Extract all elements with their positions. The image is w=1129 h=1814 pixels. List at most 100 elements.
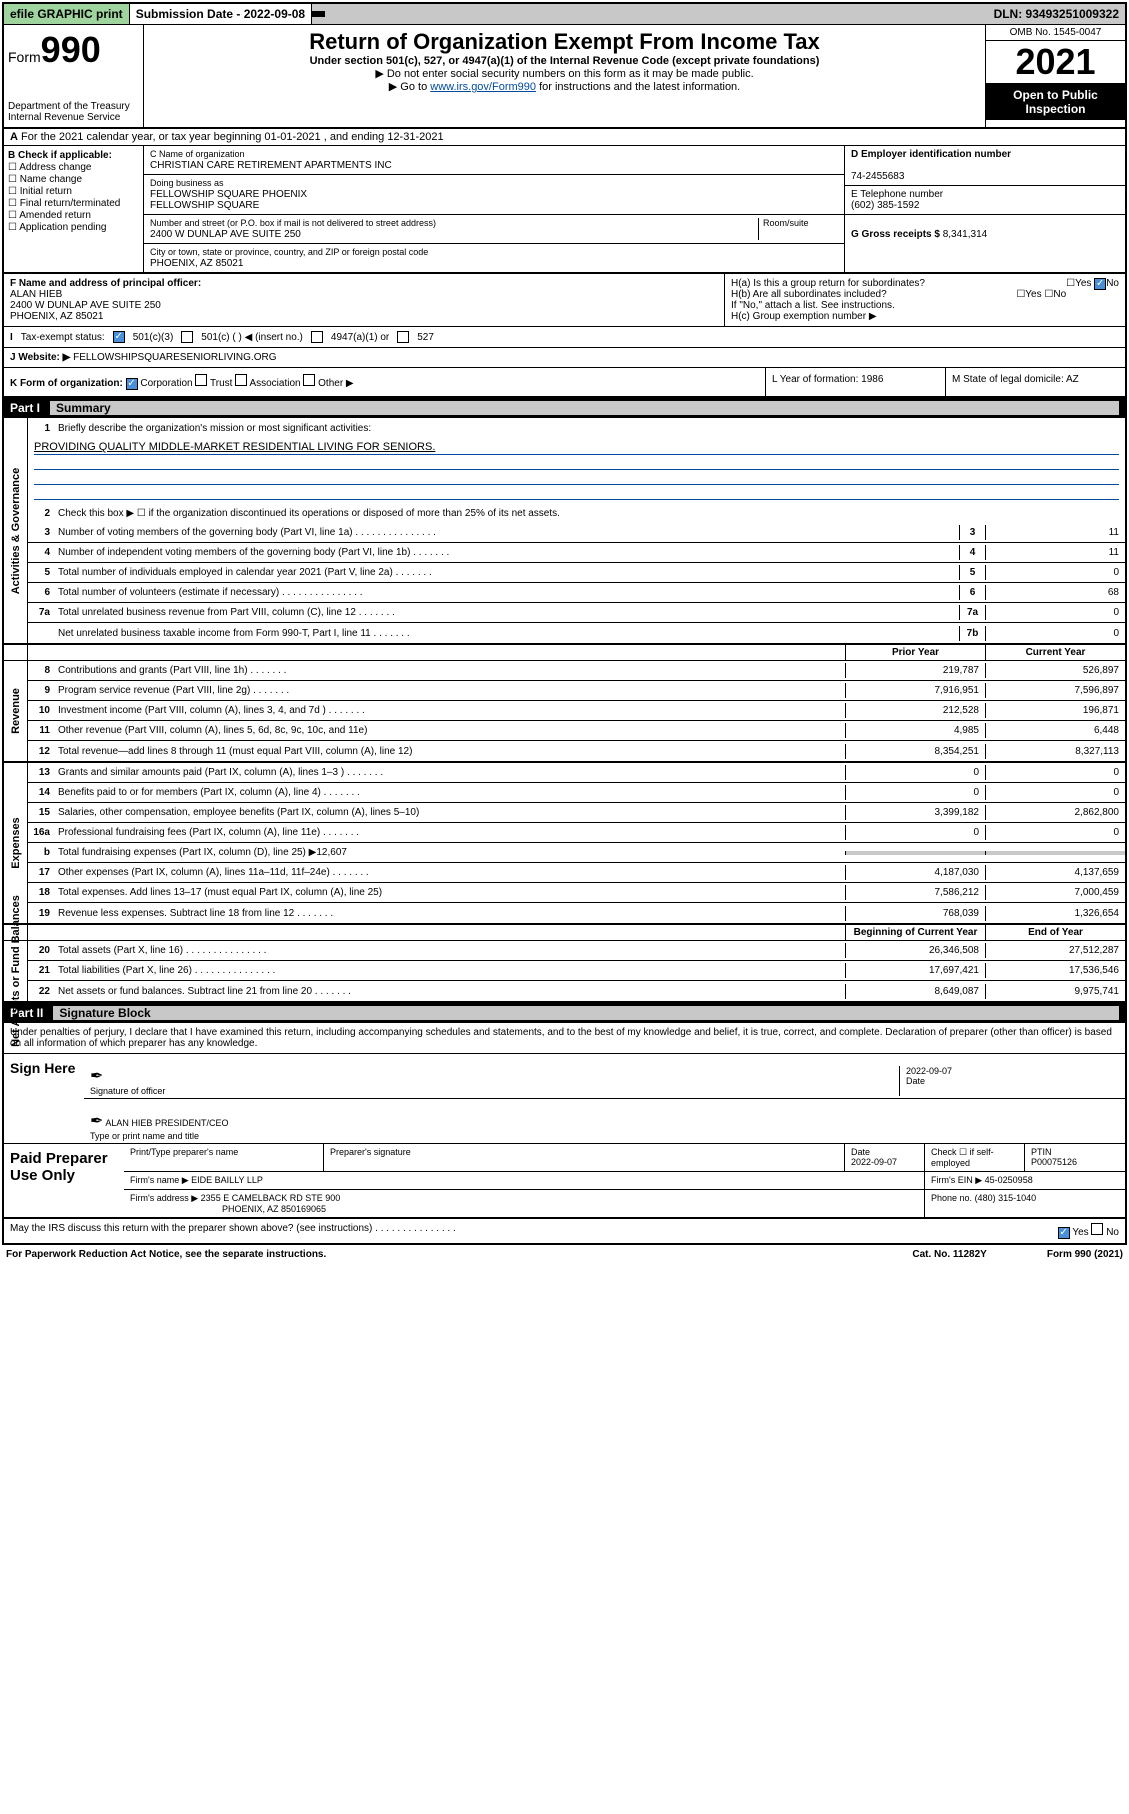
c10: 196,871 <box>985 703 1125 718</box>
website-lbl: J Website: ▶ <box>10 352 70 363</box>
prep-left: Paid Preparer Use Only <box>4 1144 124 1217</box>
bottom-line: For Paperwork Reduction Act Notice, see … <box>0 1247 1129 1262</box>
officer-lbl: F Name and address of principal officer: <box>10 278 201 289</box>
ts-o0: 501(c)(3) <box>133 332 174 343</box>
l16b: Total fundraising expenses (Part IX, col… <box>54 845 845 860</box>
discuss-yes[interactable]: ✓ <box>1058 1227 1070 1239</box>
l8: Contributions and grants (Part VIII, lin… <box>54 663 845 678</box>
l21: Total liabilities (Part X, line 26) <box>54 963 845 978</box>
ts-4947[interactable] <box>311 331 323 343</box>
p16a: 0 <box>845 825 985 840</box>
ph3: Date <box>851 1147 870 1157</box>
phone-lbl: Phone no. <box>931 1193 972 1203</box>
header-right: OMB No. 1545-0047 2021 Open to Public In… <box>985 25 1125 127</box>
city: PHOENIX, AZ 85021 <box>150 258 243 269</box>
sig-date: 2022-09-07 <box>906 1066 952 1076</box>
discuss-no[interactable] <box>1091 1223 1103 1235</box>
revenue-label: Revenue <box>4 661 28 761</box>
c17: 4,137,659 <box>985 865 1125 880</box>
omb: OMB No. 1545-0047 <box>986 25 1125 41</box>
faddr-lbl: Firm's address ▶ <box>130 1193 198 1203</box>
rev-hdr: Prior Year Current Year <box>4 645 1125 661</box>
hb: H(b) Are all subordinates included? <box>731 289 887 300</box>
ts-527[interactable] <box>397 331 409 343</box>
sign-here: Sign Here <box>4 1054 84 1143</box>
part1-header: Part ISummary <box>4 398 1125 418</box>
revenue-section: Revenue 8Contributions and grants (Part … <box>4 661 1125 763</box>
v5: 0 <box>985 565 1125 580</box>
l17: Other expenses (Part IX, column (A), lin… <box>54 865 845 880</box>
ein-lbl: D Employer identification number <box>851 149 1011 160</box>
mission-lines: PROVIDING QUALITY MIDDLE-MARKET RESIDENT… <box>28 438 1125 503</box>
ts-501c3[interactable]: ✓ <box>113 331 125 343</box>
ph4: Check ☐ if self-employed <box>925 1144 1025 1171</box>
l15: Salaries, other compensation, employee b… <box>54 805 845 820</box>
v7a: 0 <box>985 605 1125 620</box>
c13: 0 <box>985 765 1125 780</box>
city-lbl: City or town, state or province, country… <box>150 247 428 257</box>
l22: Net assets or fund balances. Subtract li… <box>54 984 845 999</box>
current-hdr: Current Year <box>985 645 1125 660</box>
header-left: Form990 Department of the Treasury Inter… <box>4 25 144 127</box>
chk-amended[interactable]: ☐ Amended return <box>8 210 139 221</box>
l2: Check this box ▶ ☐ if the organization d… <box>54 506 1125 521</box>
l6: Total number of volunteers (estimate if … <box>54 585 959 600</box>
c12: 8,327,113 <box>985 744 1125 759</box>
c14: 0 <box>985 785 1125 800</box>
submission-date: Submission Date - 2022-09-08 <box>130 4 312 24</box>
row-a: A For the 2021 calendar year, or tax yea… <box>4 129 1125 146</box>
activities-section: Activities & Governance 1Briefly describ… <box>4 418 1125 645</box>
title: Return of Organization Exempt From Incom… <box>148 29 981 55</box>
c8: 526,897 <box>985 663 1125 678</box>
efile-button[interactable]: efile GRAPHIC print <box>4 4 130 24</box>
e21: 17,536,546 <box>985 963 1125 978</box>
chk-initial[interactable]: ☐ Initial return <box>8 186 139 197</box>
e22: 9,975,741 <box>985 984 1125 999</box>
v7b: 0 <box>985 626 1125 641</box>
instructions-link[interactable]: www.irs.gov/Form990 <box>430 81 536 93</box>
chk-address[interactable]: ☐ Address change <box>8 162 139 173</box>
ha: H(a) Is this a group return for subordin… <box>731 278 925 289</box>
tel: (602) 385-1592 <box>851 200 919 211</box>
p18: 7,586,212 <box>845 885 985 900</box>
ts-501c[interactable] <box>181 331 193 343</box>
row-j: J Website: ▶ FELLOWSHIPSQUARESENIORLIVIN… <box>4 348 1125 368</box>
l14: Benefits paid to or for members (Part IX… <box>54 785 845 800</box>
sig-name: ALAN HIEB PRESIDENT/CEO <box>105 1118 228 1128</box>
ph3v: 2022-09-07 <box>851 1157 897 1167</box>
chk-name[interactable]: ☐ Name change <box>8 174 139 185</box>
ein: 74-2455683 <box>851 171 904 182</box>
chk-pending[interactable]: ☐ Application pending <box>8 222 139 233</box>
c16a: 0 <box>985 825 1125 840</box>
c11: 6,448 <box>985 723 1125 738</box>
faddr: 2355 E CAMELBACK RD STE 900 <box>201 1193 341 1203</box>
chk-final[interactable]: ☐ Final return/terminated <box>8 198 139 209</box>
boc-hdr: Beginning of Current Year <box>845 925 985 940</box>
p15: 3,399,182 <box>845 805 985 820</box>
c18: 7,000,459 <box>985 885 1125 900</box>
sig-date-lbl: Date <box>906 1076 925 1086</box>
k-corp[interactable]: ✓ <box>126 378 138 390</box>
addr-lbl: Number and street (or P.O. box if mail i… <box>150 218 436 228</box>
k1: Trust <box>210 378 232 389</box>
dln: DLN: 93493251009322 <box>988 4 1125 24</box>
tel-lbl: E Telephone number <box>851 189 943 200</box>
k-assoc[interactable] <box>235 374 247 386</box>
part2-header: Part IISignature Block <box>4 1003 1125 1023</box>
ha-no[interactable]: ✓ <box>1094 278 1106 290</box>
b21: 17,697,421 <box>845 963 985 978</box>
b20: 26,346,508 <box>845 943 985 958</box>
fcity: PHOENIX, AZ 850169065 <box>130 1204 326 1214</box>
k-trust[interactable] <box>195 374 207 386</box>
tax-status-row: ITax-exempt status: ✓501(c)(3) 501(c) ( … <box>4 327 1125 348</box>
col-f: F Name and address of principal officer:… <box>4 274 725 326</box>
firm: EIDE BAILLY LLP <box>191 1175 263 1185</box>
ph2: Preparer's signature <box>324 1144 845 1171</box>
cat: Cat. No. 11282Y <box>912 1249 986 1260</box>
k-other[interactable] <box>303 374 315 386</box>
name-lbl: C Name of organization <box>150 149 245 159</box>
p9: 7,916,951 <box>845 683 985 698</box>
sig-decl: Under penalties of perjury, I declare th… <box>4 1023 1125 1054</box>
yes: Yes <box>1072 1227 1088 1238</box>
ph5v: P00075126 <box>1031 1157 1077 1167</box>
